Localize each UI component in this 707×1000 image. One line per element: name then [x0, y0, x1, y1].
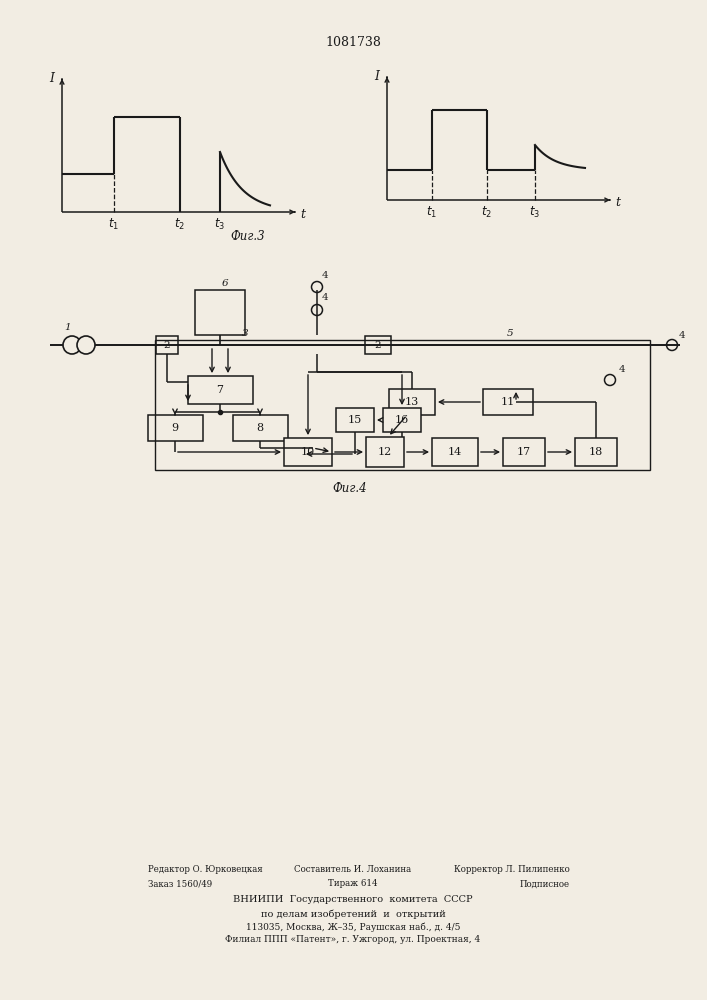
Text: Фиг.3: Фиг.3	[230, 230, 265, 242]
Bar	[284, 438, 332, 466]
Text: 1081738: 1081738	[325, 35, 381, 48]
Text: Заказ 1560/49: Заказ 1560/49	[148, 880, 212, 888]
Circle shape	[220, 293, 240, 313]
Text: t: t	[300, 208, 305, 221]
Bar	[156, 336, 178, 354]
Text: 12: 12	[378, 447, 392, 457]
Text: 15: 15	[348, 415, 362, 425]
Circle shape	[220, 313, 240, 333]
Text: 4: 4	[322, 270, 328, 279]
Text: I: I	[49, 72, 54, 85]
Text: 1: 1	[64, 322, 71, 332]
Text: 6: 6	[222, 278, 228, 288]
Text: Фиг.4: Фиг.4	[333, 482, 368, 494]
Text: 11: 11	[501, 397, 515, 407]
Text: 4: 4	[679, 330, 685, 340]
Text: I: I	[374, 70, 379, 83]
Text: 10: 10	[301, 447, 315, 457]
Text: $t_2$: $t_2$	[175, 216, 185, 232]
Text: 4: 4	[322, 294, 328, 302]
Text: $t_2$: $t_2$	[481, 204, 493, 220]
Text: Тираж 614: Тираж 614	[328, 880, 378, 888]
Text: 5: 5	[507, 328, 513, 338]
Text: $t_3$: $t_3$	[214, 216, 226, 232]
Circle shape	[312, 282, 322, 292]
Bar	[233, 415, 288, 441]
Text: по делам изобретений  и  открытий: по делам изобретений и открытий	[261, 909, 445, 919]
Text: 17: 17	[517, 447, 531, 457]
Text: 3: 3	[242, 328, 248, 338]
Text: 113035, Москва, Ж–35, Раушская наб., д. 4/5: 113035, Москва, Ж–35, Раушская наб., д. …	[246, 922, 460, 932]
Bar	[336, 408, 374, 432]
Text: 13: 13	[405, 397, 419, 407]
Circle shape	[63, 336, 81, 354]
Text: 2: 2	[164, 340, 170, 350]
Text: Корректор Л. Пилипенко: Корректор Л. Пилипенко	[455, 865, 570, 874]
Text: $t_3$: $t_3$	[530, 204, 541, 220]
Text: 16: 16	[395, 415, 409, 425]
Text: Подписное: Подписное	[520, 880, 570, 888]
Text: 18: 18	[589, 447, 603, 457]
Text: ВНИИПИ  Государственного  комитета  СССР: ВНИИПИ Государственного комитета СССР	[233, 896, 473, 904]
Text: Филиал ППП «Патент», г. Ужгород, ул. Проектная, 4: Филиал ППП «Патент», г. Ужгород, ул. Про…	[226, 936, 481, 944]
Circle shape	[604, 374, 616, 385]
Circle shape	[77, 336, 95, 354]
Circle shape	[200, 313, 220, 333]
Bar	[195, 290, 245, 335]
Bar	[155, 340, 650, 470]
Text: 14: 14	[448, 447, 462, 457]
Bar	[148, 415, 202, 441]
Text: t: t	[615, 196, 620, 209]
Text: 4: 4	[619, 365, 625, 374]
Circle shape	[200, 293, 220, 313]
Bar	[389, 389, 435, 415]
Bar	[366, 437, 404, 467]
Circle shape	[312, 304, 322, 316]
Circle shape	[667, 340, 677, 351]
Text: Редактор О. Юрковецкая: Редактор О. Юрковецкая	[148, 865, 263, 874]
Bar	[483, 389, 533, 415]
Text: 2: 2	[375, 340, 381, 350]
Bar	[503, 438, 545, 466]
Bar	[187, 376, 252, 404]
Text: 7: 7	[216, 385, 223, 395]
Text: 8: 8	[257, 423, 264, 433]
Text: Составитель И. Лоханина: Составитель И. Лоханина	[294, 865, 411, 874]
Text: $t_1$: $t_1$	[426, 204, 438, 220]
Bar	[432, 438, 478, 466]
Text: $t_1$: $t_1$	[108, 216, 119, 232]
Bar	[575, 438, 617, 466]
Bar	[365, 336, 391, 354]
Text: 9: 9	[171, 423, 179, 433]
Bar	[383, 408, 421, 432]
